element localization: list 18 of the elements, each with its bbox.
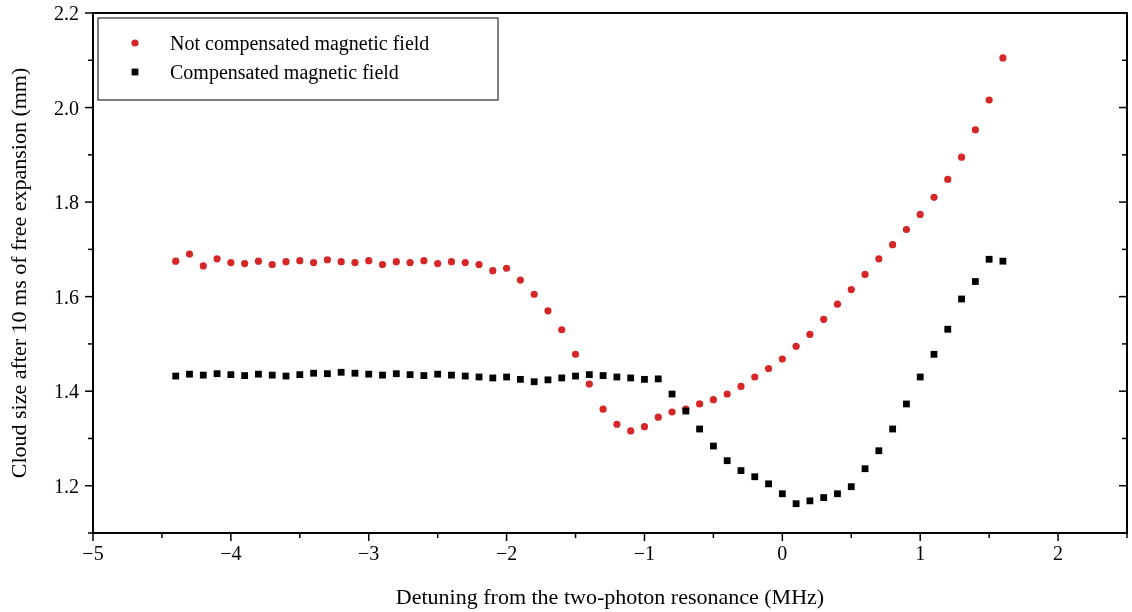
y-tick-label: 1.4 xyxy=(54,380,79,403)
y-tick-label: 1.2 xyxy=(54,474,79,497)
y-tick-label: 2.0 xyxy=(54,96,79,119)
x-tick-label: −2 xyxy=(495,542,518,564)
x-tick-label: −5 xyxy=(82,542,104,564)
x-tick-label: −1 xyxy=(633,542,656,564)
y-tick-label: 2.2 xyxy=(54,2,79,24)
legend-label: Compensated magnetic field xyxy=(170,61,399,84)
x-axis-title: Detuning from the two-photon resonance (MHz) xyxy=(395,584,825,609)
x-tick-label: 1 xyxy=(915,542,926,564)
x-tick-label: 0 xyxy=(777,542,788,564)
x-tick-label: −4 xyxy=(220,542,242,564)
x-tick-label: −3 xyxy=(358,542,380,564)
y-axis-title: Cloud size after 10 ms of free expansion (mm) xyxy=(6,67,31,479)
y-tick-label: 1.8 xyxy=(54,191,79,214)
y-tick-label: 1.6 xyxy=(54,285,79,308)
x-tick-label: 2 xyxy=(1053,542,1064,564)
legend-label: Not compensated magnetic field xyxy=(170,32,430,55)
